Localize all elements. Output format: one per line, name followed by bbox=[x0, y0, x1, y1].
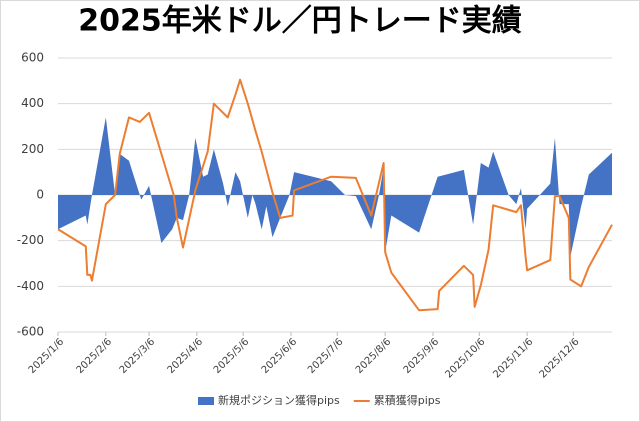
y-tick-label: 400 bbox=[21, 96, 44, 110]
y-tick-label: -600 bbox=[17, 325, 44, 339]
legend-label: 新規ポジション獲得pips bbox=[218, 393, 340, 407]
line bbox=[57, 78, 613, 312]
y-tick-label: 200 bbox=[21, 142, 44, 156]
area bbox=[58, 117, 612, 257]
y-tick-label: -400 bbox=[17, 279, 44, 293]
legend-swatch bbox=[198, 397, 214, 405]
y-tick-label: 600 bbox=[21, 51, 44, 65]
y-tick-label: -200 bbox=[17, 233, 44, 247]
y-tick-label: 0 bbox=[36, 188, 44, 202]
legend-label: 累積獲得pips bbox=[374, 393, 441, 407]
chart-title: 2025年米ドル／円トレード実績 bbox=[78, 4, 522, 39]
